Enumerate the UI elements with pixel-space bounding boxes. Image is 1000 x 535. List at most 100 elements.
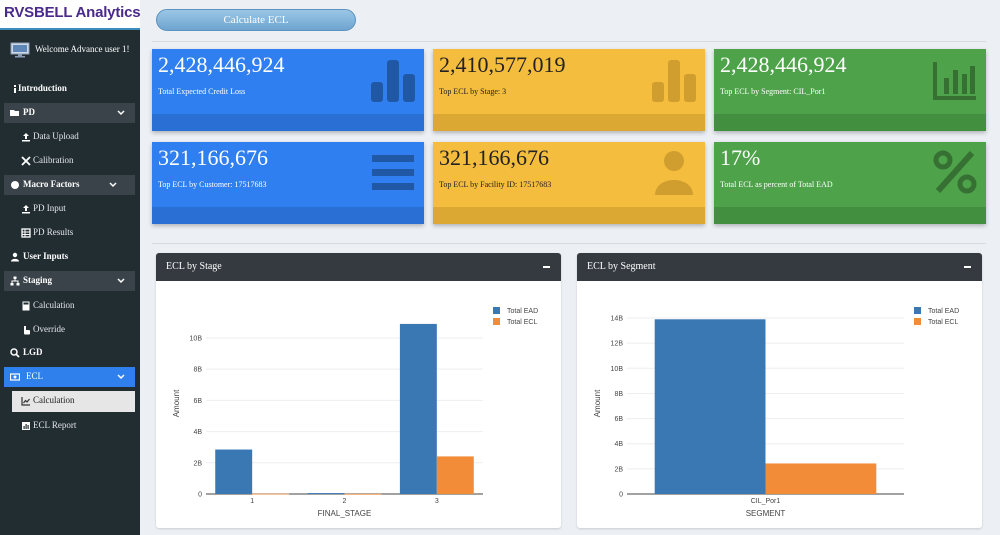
panel-ecl-by-segment: ECL by Segment 0 2B 4B 6B 8B 10B 12B 14B CIL_Por… — [577, 253, 982, 528]
app-logo: RVSBELL Analytics — [4, 4, 141, 21]
kpi-footer — [714, 114, 986, 131]
sidebar-item-label: ECL — [26, 371, 43, 381]
x-axis-title: FINAL_STAGE — [318, 509, 372, 518]
report-icon — [22, 422, 30, 430]
sidebar-item-label: Macro Factors — [23, 179, 80, 189]
kpi-footer — [152, 114, 424, 131]
bar-chart-icon — [652, 60, 696, 102]
list-icon — [372, 155, 414, 190]
line-chart-icon — [21, 397, 30, 406]
sidebar-item-introduction[interactable]: Introduction — [4, 79, 135, 99]
bar-total-ead — [215, 449, 253, 494]
sidebar-item-label: PD Input — [33, 203, 66, 213]
y-axis-title: Amount — [593, 389, 602, 417]
panel-header: ECL by Stage — [156, 253, 561, 281]
kpi-label: Top ECL by Facility ID: 17517683 — [439, 180, 552, 189]
kpi-footer — [714, 207, 986, 224]
sitemap-icon — [10, 276, 20, 286]
legend-swatch — [914, 318, 921, 325]
y-tick-label: 10B — [611, 366, 624, 373]
sidebar-item-override[interactable]: Override — [4, 320, 135, 340]
bar-total-ecl — [436, 456, 474, 494]
user-icon — [11, 252, 19, 262]
sidebar-item-label: Calibration — [33, 155, 74, 165]
bar-total-ead — [654, 319, 766, 494]
sidebar-item-lgd[interactable]: LGD — [4, 343, 135, 363]
x-axis-title: SEGMENT — [746, 509, 786, 518]
bar-total-ecl — [765, 463, 877, 494]
panel-title: ECL by Segment — [587, 261, 656, 272]
sidebar-item-label: Staging — [23, 275, 53, 285]
y-tick-label: 8B — [614, 391, 623, 398]
kpi-footer — [152, 207, 424, 224]
sidebar-item-user-inputs[interactable]: User Inputs — [4, 247, 135, 267]
y-tick-label: 2B — [193, 460, 202, 467]
y-tick-label: 0 — [198, 492, 202, 499]
sidebar-item-ecl[interactable]: ECL — [4, 367, 135, 387]
sidebar-item-ecl-calculation[interactable]: Calculation — [12, 391, 135, 412]
bar-chart-icon — [371, 60, 415, 102]
chart-ecl-by-stage: 0 2B 4B 6B 8B 10B 1 2 3 FINAL_STAGE Amount Total EA… — [172, 307, 538, 518]
kpi-value: 2,410,577,019 — [439, 52, 566, 77]
sidebar: RVSBELL Analytics Welcome Advance user 1… — [0, 0, 141, 535]
y-tick-label: 2B — [614, 466, 623, 473]
user-panel: Welcome Advance user 1! — [0, 33, 140, 73]
sidebar-item-label: Introduction — [18, 83, 67, 93]
chevron-down-icon — [117, 278, 125, 284]
kpi-value: 321,166,676 — [439, 145, 549, 170]
sidebar-item-label: Calculation — [33, 395, 75, 405]
kpi-card-top-ecl-facility: 321,166,676 Top ECL by Facility ID: 1751… — [433, 142, 705, 224]
search-icon — [10, 348, 20, 358]
legend-swatch — [914, 307, 921, 314]
sidebar-item-calibration[interactable]: Calibration — [4, 151, 135, 171]
y-axis-title: Amount — [172, 389, 181, 417]
kpi-label: Top ECL by Customer: 17517683 — [158, 180, 267, 189]
sidebar-item-data-upload[interactable]: Data Upload — [4, 127, 135, 147]
sidebar-item-label: Calculation — [33, 300, 75, 310]
x-tick-label: CIL_Por1 — [751, 498, 781, 505]
panel-header: ECL by Segment — [577, 253, 982, 281]
sidebar-item-label: LGD — [23, 347, 43, 357]
y-tick-label: 4B — [614, 441, 623, 448]
sidebar-item-pd-input[interactable]: PD Input — [4, 199, 135, 219]
chevron-down-icon — [109, 182, 117, 188]
sidebar-item-label: Override — [33, 324, 65, 334]
kpi-label: Total Expected Credit Loss — [158, 87, 246, 96]
calculator-icon — [22, 301, 30, 311]
legend-label: Total ECL — [507, 319, 537, 326]
y-tick-label: 4B — [193, 429, 202, 436]
legend-swatch — [493, 307, 500, 314]
sidebar-item-macro-factors[interactable]: Macro Factors — [4, 175, 135, 195]
y-tick-label: 0 — [619, 492, 623, 499]
sidebar-item-staging[interactable]: Staging — [4, 271, 135, 291]
kpi-label: Top ECL by Segment: CIL_Por1 — [720, 87, 826, 96]
bar-total-ecl — [252, 493, 290, 495]
sidebar-item-label: ECL Report — [33, 420, 77, 430]
table-icon — [21, 228, 31, 238]
panel-title: ECL by Stage — [166, 261, 222, 272]
kpi-card-ecl-percent: 17% Total ECL as percent of Total EAD — [714, 142, 986, 224]
minimize-button[interactable] — [543, 266, 550, 268]
welcome-text: Welcome Advance user 1! — [35, 44, 130, 54]
sidebar-item-label: PD Results — [33, 227, 74, 237]
kpi-label: Total ECL as percent of Total EAD — [720, 180, 833, 189]
y-tick-label: 14B — [611, 316, 624, 323]
y-tick-label: 6B — [193, 398, 202, 405]
kpi-label: Top ECL by Stage: 3 — [439, 87, 507, 96]
sidebar-item-pd[interactable]: PD — [4, 103, 135, 123]
chevron-down-icon — [117, 374, 125, 380]
hand-pointer-icon — [24, 326, 30, 335]
kpi-value: 321,166,676 — [158, 145, 268, 170]
sidebar-item-staging-calculation[interactable]: Calculation — [4, 296, 135, 316]
tools-icon — [21, 156, 31, 166]
y-tick-label: 10B — [190, 335, 203, 342]
legend-label: Total EAD — [928, 308, 959, 315]
kpi-card-total-ecl: 2,428,446,924 Total Expected Credit Loss — [152, 49, 424, 131]
calculate-ecl-button[interactable]: Calculate ECL — [156, 9, 356, 31]
sidebar-item-ecl-report[interactable]: ECL Report — [4, 416, 135, 436]
kpi-card-top-ecl-customer: 321,166,676 Top ECL by Customer: 1751768… — [152, 142, 424, 224]
minimize-button[interactable] — [964, 266, 971, 268]
bar-total-ead — [399, 323, 437, 494]
sidebar-item-label: PD — [23, 107, 35, 117]
sidebar-item-pd-results[interactable]: PD Results — [4, 223, 135, 243]
